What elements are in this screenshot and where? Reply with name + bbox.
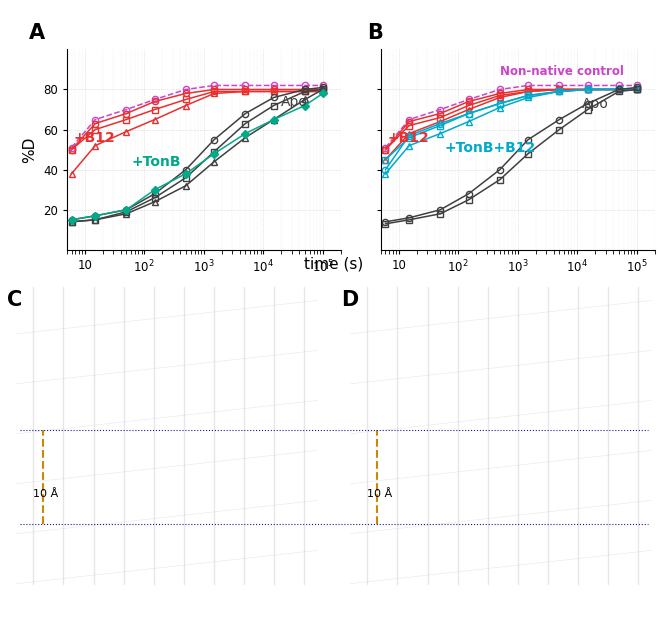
Text: B: B — [367, 23, 383, 43]
Text: Non-native control: Non-native control — [500, 65, 624, 78]
Y-axis label: %D: %D — [22, 136, 37, 163]
Text: 10 Å: 10 Å — [367, 489, 393, 499]
Text: Apo: Apo — [281, 94, 308, 109]
Text: +TonB+B12: +TonB+B12 — [445, 141, 536, 155]
Text: 10 Å: 10 Å — [33, 489, 59, 499]
Text: +TonB: +TonB — [131, 155, 180, 168]
Text: Apo: Apo — [582, 96, 609, 110]
Text: A: A — [29, 23, 45, 43]
Text: time (s): time (s) — [305, 256, 363, 271]
Text: C: C — [7, 291, 22, 310]
Text: D: D — [341, 291, 358, 310]
Text: +B12: +B12 — [73, 131, 116, 144]
Text: +B12: +B12 — [387, 131, 430, 144]
